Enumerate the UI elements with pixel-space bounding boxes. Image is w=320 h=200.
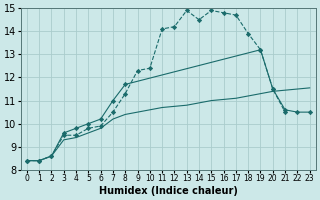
- X-axis label: Humidex (Indice chaleur): Humidex (Indice chaleur): [99, 186, 238, 196]
